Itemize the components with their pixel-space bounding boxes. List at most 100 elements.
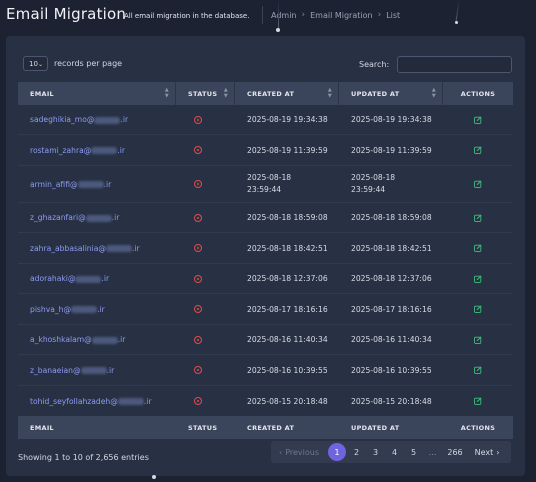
updated-at-cell: 2025-08-16 11:40:34 [351,335,432,344]
email-link[interactable]: adorahaki@ .ir [30,274,110,283]
created-at-cell: 2025-08-18 23:59:44 [247,173,292,194]
pagination-page-4[interactable]: 4 [391,447,398,457]
created-at-cell: 2025-08-19 11:39:59 [247,145,328,155]
email-migration-table: EMAIL ▲ ▼ STATUS ▲ ▼ CREATED AT ▲ ▼ UPDATED… [18,82,513,439]
table-row: pishva_h@ .ir 2025-08-17 18:16:16 2025-08… [18,294,513,325]
column-status[interactable]: STATUS ▲ ▼ [176,82,235,105]
breadcrumb-admin[interactable]: Admin [271,10,297,20]
updated-at-cell: 2025-08-18 18:42:51 [351,243,432,253]
status-cell [176,213,235,222]
edit-button[interactable] [443,397,513,405]
updated-at-cell: 2025-08-17 18:16:16 [351,304,432,314]
search-input[interactable] [397,56,512,73]
circle-x-icon [194,213,202,222]
table-row: tohid_seyfollahzadeh@ .ir 2025-08-15 20:1… [18,386,513,416]
edit-button[interactable] [443,366,513,374]
status-cell [176,366,235,374]
chevron-left-icon: ‹ [278,447,283,457]
edit-icon [474,366,482,374]
status-cell [176,146,235,154]
page-title: Email Migration [6,5,127,23]
chevron-right-icon: › [496,447,500,457]
email-link[interactable]: rostami_zahra@ .ir [30,145,125,155]
table-info: Showing 1 to 10 of 2,656 entries [18,453,149,462]
column-created-at[interactable]: CREATED AT ▲ ▼ [235,82,339,105]
edit-icon [474,180,482,188]
circle-x-icon [194,305,202,313]
pagination-previous-label: Previous [285,447,319,457]
table-header: EMAIL ▲ ▼ STATUS ▲ ▼ CREATED AT ▲ ▼ UPDATED… [18,82,513,105]
decorative-line [455,0,460,22]
pagination-page-5[interactable]: 5 [410,447,417,457]
created-at-cell: 2025-08-16 11:40:34 [247,335,328,344]
pagination-next[interactable]: Next › [468,443,506,461]
column-updated-at[interactable]: UPDATED AT ▲ ▼ [339,82,443,105]
pagination-ellipsis: … [428,447,437,457]
circle-x-icon [194,115,202,124]
circle-x-icon [194,366,202,374]
sort-icon: ▲ ▼ [327,87,332,99]
email-link[interactable]: sadeghikia_mo@ .ir [30,115,129,124]
circle-x-icon [194,244,202,252]
breadcrumb: Admin › Email Migration › List [271,10,400,20]
edit-icon [474,274,482,283]
created-at-cell: 2025-08-18 18:59:08 [247,213,328,222]
email-link[interactable]: z_ghazanfari@ .ir [30,213,120,222]
edit-button[interactable] [443,180,513,188]
edit-button[interactable] [443,146,513,154]
pagination-page-1[interactable]: 1 [328,443,346,461]
table-row: adorahaki@ .ir 2025-08-18 12:37:06 2025-0… [18,264,513,294]
email-link[interactable]: armin_afifi@ .ir [30,179,112,189]
updated-at-cell: 2025-08-18 18:59:08 [351,213,432,222]
table-row: a_khoshkalam@ .ir 2025-08-16 11:40:34 202… [18,325,513,355]
table-row: z_ghazanfari@ .ir 2025-08-18 18:59:08 202… [18,203,513,233]
decorative-dot [276,28,280,32]
circle-x-icon [194,397,202,405]
status-cell [176,335,235,344]
created-at-cell: 2025-08-18 18:42:51 [247,243,328,253]
edit-button[interactable] [443,335,513,344]
footer-column-created-at: CREATED AT [247,423,295,432]
records-per-page-label: records per page [54,59,123,68]
edit-button[interactable] [443,244,513,252]
edit-button[interactable] [443,274,513,283]
edit-button[interactable] [443,213,513,222]
records-per-page-select[interactable]: 10 ⌄ [23,56,48,71]
column-actions-label: ACTIONS [460,89,496,98]
email-link[interactable]: z_banaeian@ .ir [30,365,115,375]
table-row: rostami_zahra@ .ir 2025-08-19 11:39:59 20… [18,135,513,166]
edit-button[interactable] [443,305,513,313]
table-card: 10 ⌄ records per page Search: EMAIL ▲ ▼ S… [6,36,525,476]
status-cell [176,397,235,405]
status-cell [176,244,235,252]
circle-x-icon [194,146,202,154]
edit-icon [474,244,482,252]
created-at-cell: 2025-08-19 19:34:38 [247,115,328,124]
status-cell [176,115,235,124]
decorative-line [278,0,279,28]
decorative-dot [455,21,458,24]
column-created-label: CREATED AT [247,89,295,98]
edit-icon [474,335,482,344]
email-link[interactable]: a_khoshkalam@ .ir [30,335,126,344]
pagination-page-last[interactable]: 266 [447,447,463,457]
footer-column-updated-at: UPDATED AT [351,423,400,432]
email-link[interactable]: tohid_seyfollahzadeh@ .ir [30,396,152,406]
pagination: ‹ Previous 1 2 3 4 5 … 266 Next › [271,441,511,463]
breadcrumb-email-migration[interactable]: Email Migration [310,10,373,20]
status-cell [176,274,235,283]
sort-icon: ▲ ▼ [431,87,436,99]
pagination-page-3[interactable]: 3 [372,447,379,457]
updated-at-cell: 2025-08-18 12:37:06 [351,274,432,283]
table-row: zahra_abbasalinia@ .ir 2025-08-18 18:42:5… [18,233,513,264]
decorative-dot [152,475,156,479]
updated-at-cell: 2025-08-16 10:39:55 [351,365,432,375]
pagination-page-2[interactable]: 2 [353,447,360,457]
email-link[interactable]: pishva_h@ .ir [30,304,105,314]
email-link[interactable]: zahra_abbasalinia@ .ir [30,243,140,253]
column-email[interactable]: EMAIL ▲ ▼ [18,82,176,105]
pagination-previous[interactable]: ‹ Previous [271,443,327,461]
edit-button[interactable] [443,115,513,124]
created-at-cell: 2025-08-15 20:18:48 [247,396,328,406]
updated-at-cell: 2025-08-15 20:18:48 [351,396,432,406]
